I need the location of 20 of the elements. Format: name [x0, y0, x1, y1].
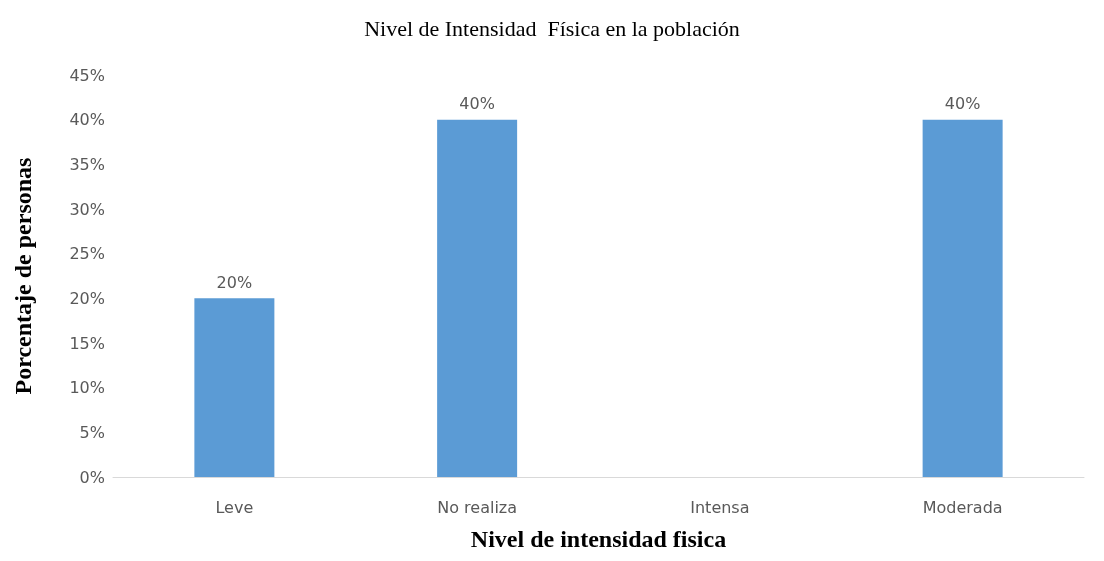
data-label: 40% [459, 94, 495, 114]
y-tick-label: 45% [69, 65, 105, 85]
x-tick-label: Intensa [690, 497, 750, 517]
data-label: 40% [944, 94, 981, 114]
y-tick-label: 25% [69, 244, 105, 264]
y-axis-title: Porcentaje de personas [10, 157, 36, 395]
y-tick-label: 15% [69, 333, 105, 353]
chart-title: Nivel de Intensidad Física en la población [364, 15, 740, 41]
y-tick-label: 0% [79, 467, 105, 487]
x-tick-label: Leve [215, 497, 254, 517]
y-tick-label: 30% [69, 199, 105, 219]
x-tick-label: Moderada [922, 497, 1003, 517]
x-axis-title: Nivel de intensidad fisica [470, 526, 727, 552]
y-tick-label: 20% [69, 288, 105, 308]
y-tick-label: 35% [69, 154, 105, 174]
y-tick-label: 5% [79, 422, 105, 442]
y-tick-label: 10% [69, 378, 105, 398]
x-tick-label: No realiza [437, 497, 518, 517]
data-label: 20% [216, 272, 253, 292]
y-tick-label: 40% [69, 110, 105, 130]
